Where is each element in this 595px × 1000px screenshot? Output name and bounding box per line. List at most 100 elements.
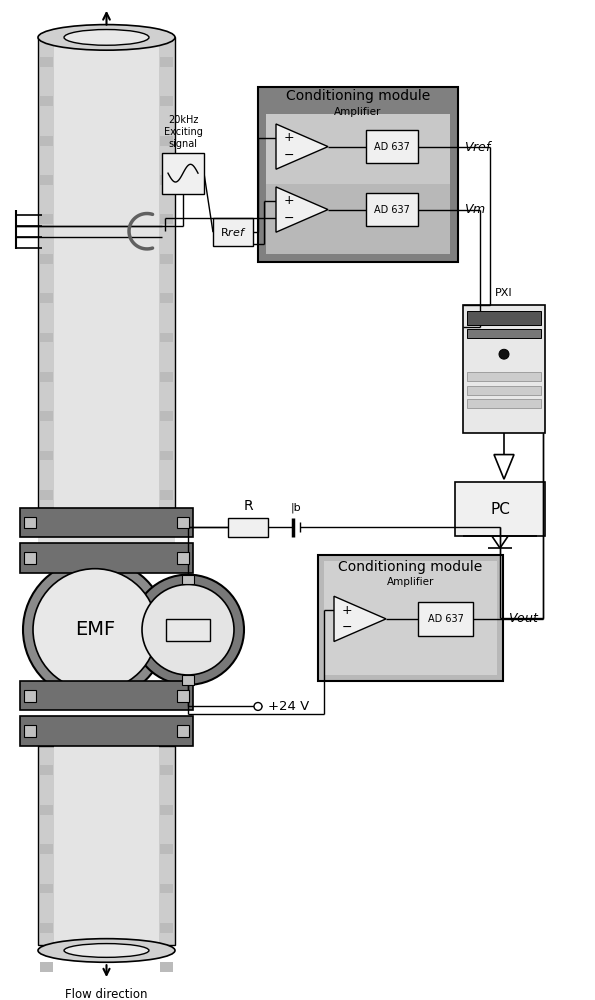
Bar bbox=[177, 725, 189, 737]
Bar bbox=[160, 451, 173, 460]
Bar bbox=[213, 218, 253, 246]
Bar bbox=[40, 451, 53, 460]
Bar bbox=[40, 214, 53, 224]
Bar bbox=[24, 690, 36, 702]
Text: Conditioning module: Conditioning module bbox=[339, 560, 483, 574]
Ellipse shape bbox=[64, 944, 149, 957]
Bar bbox=[160, 214, 173, 224]
Bar bbox=[144, 620, 155, 640]
Circle shape bbox=[142, 584, 234, 675]
Text: EMF: EMF bbox=[75, 620, 115, 639]
Text: $V$m: $V$m bbox=[464, 203, 486, 216]
Bar bbox=[160, 765, 173, 775]
Text: 20kHz
Exciting
signal: 20kHz Exciting signal bbox=[164, 115, 202, 149]
Bar bbox=[160, 175, 173, 185]
Bar bbox=[160, 884, 173, 893]
Bar bbox=[40, 333, 53, 342]
Bar bbox=[318, 555, 503, 681]
Bar bbox=[24, 517, 36, 528]
Ellipse shape bbox=[64, 30, 149, 45]
Bar bbox=[228, 518, 268, 537]
Circle shape bbox=[499, 349, 509, 359]
Polygon shape bbox=[276, 187, 328, 232]
Polygon shape bbox=[276, 124, 328, 169]
Bar bbox=[177, 517, 189, 528]
Bar bbox=[160, 254, 173, 264]
Bar bbox=[258, 87, 458, 262]
Bar bbox=[160, 411, 173, 421]
Bar bbox=[160, 490, 173, 500]
Bar bbox=[40, 490, 53, 500]
Text: PC: PC bbox=[490, 502, 510, 517]
Ellipse shape bbox=[38, 25, 175, 50]
Bar bbox=[467, 386, 541, 395]
Text: $V$out: $V$out bbox=[508, 612, 540, 625]
Bar bbox=[40, 254, 53, 264]
Bar bbox=[160, 844, 173, 854]
Bar bbox=[40, 136, 53, 146]
Bar bbox=[166, 619, 210, 641]
Circle shape bbox=[254, 703, 262, 710]
Bar bbox=[38, 37, 175, 508]
Bar bbox=[160, 333, 173, 342]
Bar bbox=[467, 311, 541, 325]
Bar bbox=[20, 681, 193, 710]
Bar bbox=[40, 411, 53, 421]
Bar bbox=[20, 716, 193, 746]
Bar bbox=[38, 746, 175, 945]
Bar bbox=[20, 543, 193, 573]
Bar bbox=[40, 844, 53, 854]
Bar bbox=[40, 175, 53, 185]
Bar bbox=[182, 675, 194, 685]
Text: Conditioning module: Conditioning module bbox=[286, 89, 430, 103]
Bar bbox=[54, 746, 159, 945]
Bar bbox=[162, 153, 204, 194]
Circle shape bbox=[33, 569, 157, 691]
Bar bbox=[366, 130, 418, 163]
Bar bbox=[266, 114, 450, 254]
Bar bbox=[40, 57, 53, 67]
Text: Amplifier: Amplifier bbox=[387, 577, 434, 587]
Text: −: − bbox=[284, 212, 295, 225]
Bar bbox=[40, 372, 53, 382]
Text: AD 637: AD 637 bbox=[374, 205, 410, 215]
Polygon shape bbox=[334, 596, 386, 642]
Bar bbox=[40, 962, 53, 972]
Bar bbox=[40, 96, 53, 106]
Text: −: − bbox=[342, 621, 352, 634]
Bar bbox=[160, 136, 173, 146]
Text: R$\it{ref}$: R$\it{ref}$ bbox=[220, 226, 246, 238]
Text: +: + bbox=[284, 194, 295, 207]
Bar bbox=[24, 552, 36, 564]
Bar bbox=[160, 96, 173, 106]
Bar bbox=[160, 293, 173, 303]
Bar bbox=[38, 537, 175, 543]
Bar bbox=[182, 575, 194, 584]
Bar bbox=[40, 805, 53, 815]
Text: +: + bbox=[284, 131, 295, 144]
Bar bbox=[40, 884, 53, 893]
Bar bbox=[160, 962, 173, 972]
Bar bbox=[463, 305, 545, 433]
Bar bbox=[40, 923, 53, 933]
Bar bbox=[54, 37, 159, 508]
Bar bbox=[266, 114, 450, 184]
Bar bbox=[177, 552, 189, 564]
Text: R: R bbox=[243, 499, 253, 513]
Bar bbox=[20, 508, 193, 537]
Bar bbox=[467, 329, 541, 338]
Bar bbox=[160, 805, 173, 815]
Bar bbox=[455, 482, 545, 536]
Bar bbox=[40, 293, 53, 303]
Bar bbox=[24, 725, 36, 737]
Bar bbox=[40, 765, 53, 775]
Text: Amplifier: Amplifier bbox=[334, 107, 381, 117]
Bar bbox=[324, 561, 497, 675]
Circle shape bbox=[23, 559, 167, 701]
Bar bbox=[366, 193, 418, 226]
Bar bbox=[467, 399, 541, 408]
Bar bbox=[418, 602, 473, 636]
Text: +24 V: +24 V bbox=[268, 700, 309, 713]
Text: $V$ref: $V$ref bbox=[464, 140, 493, 154]
Bar bbox=[467, 372, 541, 381]
